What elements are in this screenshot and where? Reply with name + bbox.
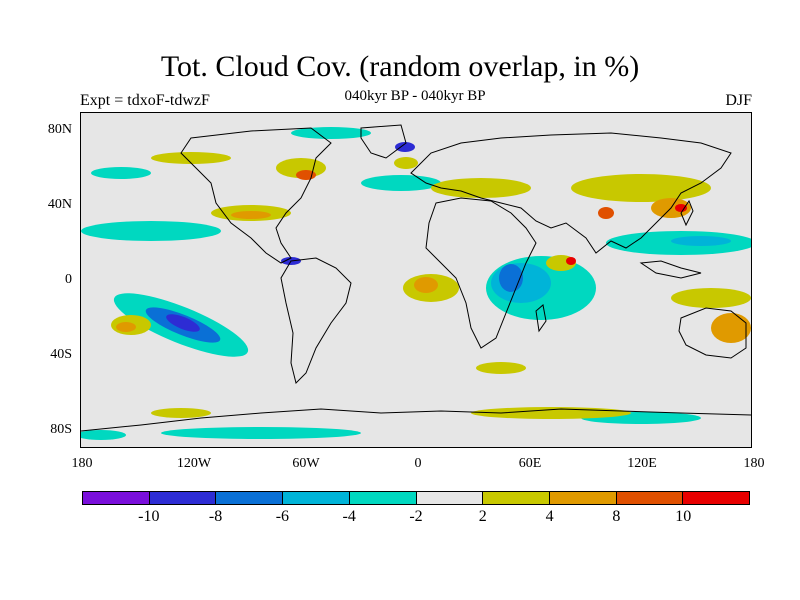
colorbar-swatch: [683, 492, 750, 504]
colorbar-swatch: [149, 492, 217, 504]
lat-label-40s: 40S: [50, 347, 72, 362]
map-panel: [80, 112, 752, 448]
lon-label-0: 0: [414, 456, 422, 471]
lon-label-120w: 120W: [176, 456, 212, 471]
colorbar-swatch: [83, 492, 150, 504]
colorbar-tick-label: -2: [409, 508, 423, 525]
colorbar-swatch: [483, 492, 550, 504]
map-canvas: [81, 113, 751, 447]
colorbar-tick-label: 2: [478, 508, 487, 525]
colorbar-tick-label: 10: [675, 508, 692, 525]
lon-label-180e: 180: [743, 456, 765, 471]
colorbar-swatch: [549, 492, 617, 504]
lat-label-40n: 40N: [47, 197, 72, 212]
colorbar-tick-label: 4: [545, 508, 554, 525]
lat-label-80s: 80S: [50, 422, 72, 437]
colorbar-swatch: [216, 492, 284, 504]
colorbar: [82, 491, 750, 505]
colorbar-tick-label: -8: [208, 508, 223, 525]
lon-label-180w: 180: [71, 456, 93, 471]
colorbar-swatch: [283, 492, 350, 504]
colorbar-tick-label: -10: [138, 508, 160, 525]
lon-label-60w: 60W: [292, 456, 320, 471]
season-label: DJF: [725, 92, 752, 109]
plot-subtitle: 040kyr BP - 040kyr BP: [344, 88, 486, 104]
lon-label-120e: 120E: [627, 456, 657, 471]
lat-label-0: 0: [65, 272, 72, 287]
colorbar-swatch: [349, 492, 417, 504]
colorbar-tick-label: -6: [275, 508, 290, 525]
lat-label-80n: 80N: [47, 122, 72, 137]
experiment-label: Expt = tdxoF-tdwzF: [80, 92, 210, 109]
colorbar-swatch: [416, 492, 484, 504]
lon-label-60e: 60E: [518, 456, 542, 471]
colorbar-swatch: [616, 492, 684, 504]
colorbar-tick-label: -4: [342, 508, 356, 525]
coastlines: [81, 124, 751, 432]
colorbar-tick-label: 8: [612, 508, 621, 525]
plot-title: Tot. Cloud Cov. (random overlap, in %): [160, 50, 640, 83]
